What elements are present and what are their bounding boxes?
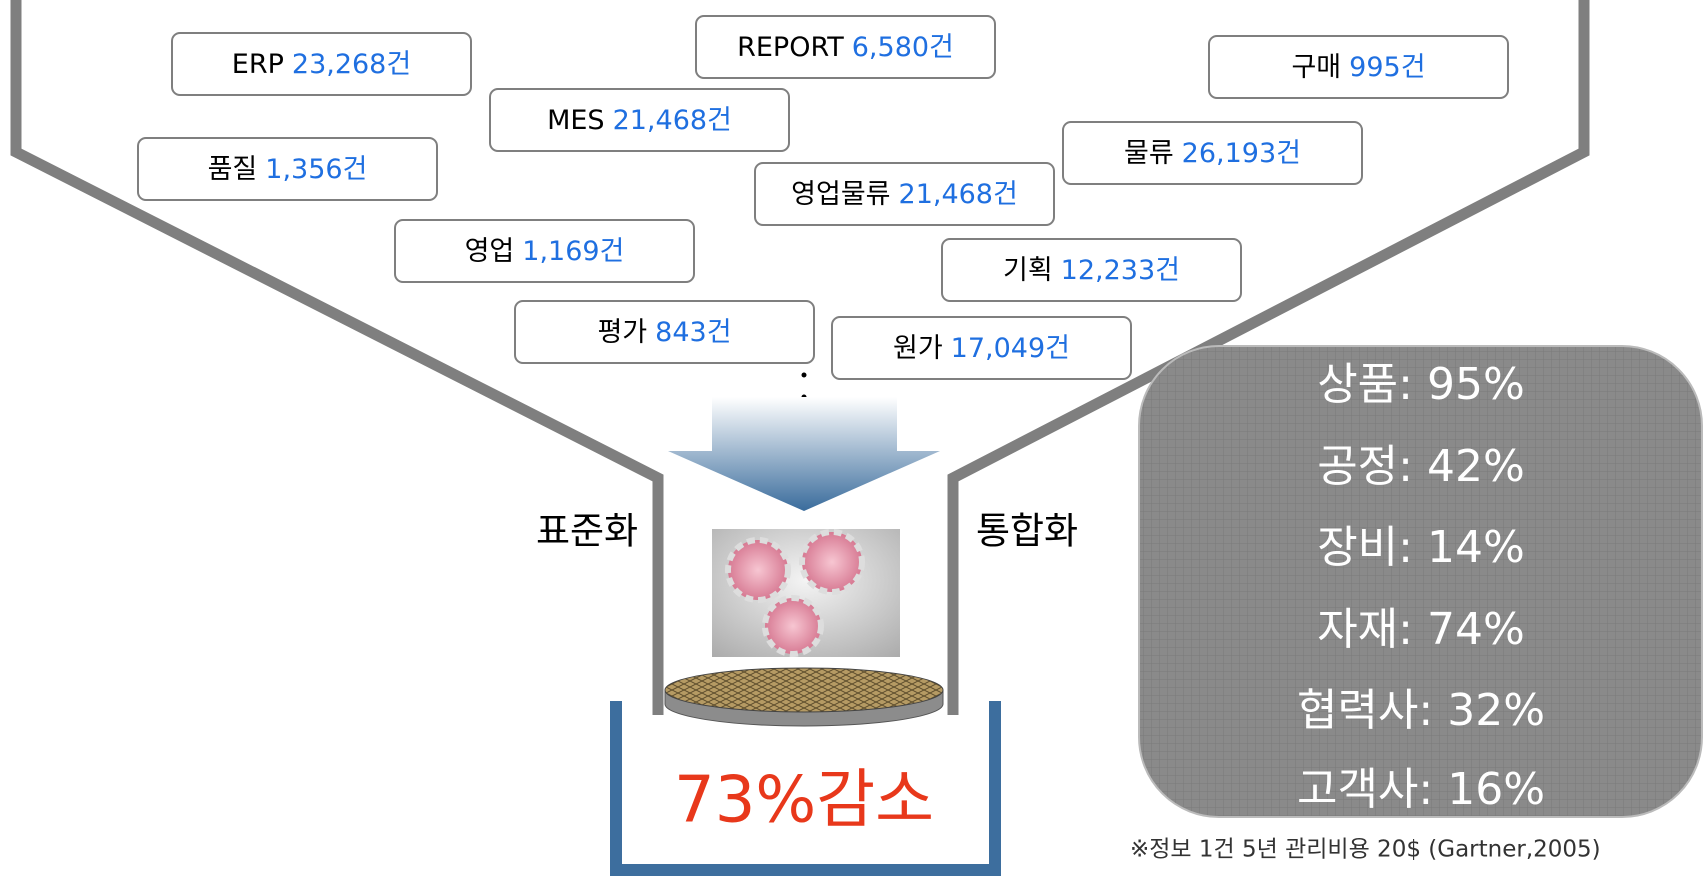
box-text: ERP 23,268건 [232, 49, 411, 80]
box-text: 영업물류 21,468건 [791, 179, 1018, 210]
source-count: 23,268건 [292, 49, 411, 80]
gears-image [712, 529, 900, 657]
wafer [664, 667, 944, 727]
source-label: 영업물류 [791, 179, 890, 210]
funnel-left [10, 0, 664, 715]
footnote: ※정보 1건 5년 관리비용 20$ (Gartner,2005) [1130, 837, 1601, 863]
source-box: 구매 995건 [1208, 35, 1509, 99]
source-label: 영업 [465, 236, 515, 267]
source-label: REPORT [737, 32, 844, 63]
source-box: 물류 26,193건 [1062, 121, 1363, 185]
source-label: 품질 [208, 154, 258, 185]
box-text: 물류 26,193건 [1124, 138, 1301, 169]
panel-item: 상품: 95% [1317, 359, 1525, 410]
source-box: 품질 1,356건 [137, 137, 438, 201]
source-count: 12,233건 [1061, 255, 1180, 286]
box-frame [1062, 121, 1363, 185]
box-frame [831, 316, 1132, 380]
source-count: 1,169건 [522, 236, 624, 267]
source-box: MES 21,468건 [489, 88, 790, 152]
source-count: 21,468건 [613, 105, 732, 136]
source-count: 995건 [1349, 52, 1425, 83]
source-label: 구매 [1291, 52, 1341, 83]
box-frame [171, 32, 472, 96]
right-label: 통합화 [976, 510, 1078, 553]
box-text: REPORT 6,580건 [737, 32, 954, 63]
source-label: MES [547, 105, 605, 136]
source-label: 평가 [597, 317, 647, 348]
source-label: 원가 [893, 333, 943, 364]
source-box: 영업물류 21,468건 [754, 162, 1055, 226]
panel-item: 장비: 14% [1317, 522, 1525, 573]
box-text: 원가 17,049건 [893, 333, 1070, 364]
panel-items: 상품: 95% 공정: 42% 장비: 14% 자재: 74% 협력사: 32% 고객사:… [1297, 359, 1545, 815]
container [610, 701, 1001, 876]
panel-item: 협력사: 32% [1297, 685, 1545, 736]
left-label: 표준화 [536, 510, 638, 553]
source-count: 6,580건 [852, 32, 954, 63]
panel-item: 공정: 42% [1317, 441, 1525, 492]
box-text: 기획 12,233건 [1003, 255, 1180, 286]
source-box: 기획 12,233건 [941, 238, 1242, 302]
box-text: MES 21,468건 [547, 105, 732, 136]
box-text: 품질 1,356건 [208, 154, 368, 185]
source-label: 물류 [1124, 138, 1174, 169]
source-count: 26,193건 [1182, 138, 1301, 169]
source-count: 843건 [655, 317, 731, 348]
panel-item: 고객사: 16% [1297, 764, 1545, 815]
box-frame [489, 88, 790, 152]
source-box: ERP 23,268건 [171, 32, 472, 96]
source-box: REPORT 6,580건 [695, 15, 996, 79]
box-frame [514, 300, 815, 364]
source-box: 영업 1,169건 [394, 219, 695, 283]
box-frame [1208, 35, 1509, 99]
box-frame [754, 162, 1055, 226]
box-text: 영업 1,169건 [465, 236, 625, 267]
source-count: 21,468건 [899, 179, 1018, 210]
box-frame [941, 238, 1242, 302]
source-label: ERP [232, 49, 284, 80]
funnel-right [947, 0, 1590, 715]
arrow [668, 397, 940, 511]
box-text: 평가 843건 [597, 317, 731, 348]
panel [1138, 345, 1703, 818]
source-count: 17,049건 [951, 333, 1070, 364]
source-box: 원가 17,049건 [831, 316, 1132, 380]
box-frame [695, 15, 996, 79]
result: 73%감소 [674, 764, 934, 838]
source-label: 기획 [1003, 255, 1053, 286]
source-box: 평가 843건 [514, 300, 815, 364]
box-text: 구매 995건 [1291, 52, 1425, 83]
box-frame [394, 219, 695, 283]
box-frame [137, 137, 438, 201]
panel-item: 자재: 74% [1317, 604, 1525, 655]
source-count: 1,356건 [265, 154, 367, 185]
